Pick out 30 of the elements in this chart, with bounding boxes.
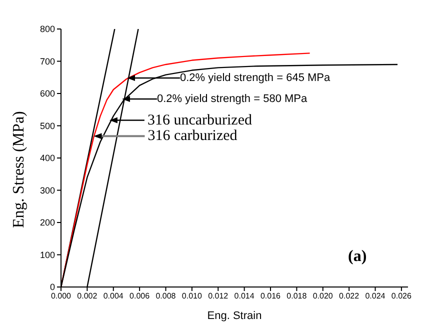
x-tick-label: 0.020 xyxy=(312,292,334,301)
y-tick-label: 200 xyxy=(40,218,55,228)
x-tick-label: 0.008 xyxy=(156,292,176,301)
y-tick-label: 100 xyxy=(40,250,55,260)
y-tick-label: 500 xyxy=(40,120,55,131)
x-tick-label: 0.024 xyxy=(365,292,386,301)
y-tick-label: 300 xyxy=(40,185,55,196)
x-tick-label: 0.014 xyxy=(234,292,255,301)
x-tick-label: 0.006 xyxy=(130,292,150,301)
annotation: 316 carburized xyxy=(148,128,238,144)
x-axis-title: Eng. Strain xyxy=(207,310,262,322)
y-tick-label: 0 xyxy=(50,282,55,292)
x-tick-label: 0.010 xyxy=(182,292,202,301)
x-tick-label: 0.002 xyxy=(77,292,98,301)
annotation: 0.2% yield strength = 645 MPa xyxy=(180,72,331,84)
annotation: 0.2% yield strength = 580 MPa xyxy=(157,93,308,105)
y-tick-label: 700 xyxy=(40,56,55,66)
x-tick-label: 0.026 xyxy=(391,292,412,301)
y-tick-label: 600 xyxy=(40,88,55,99)
x-tick-label: 0.018 xyxy=(286,292,308,301)
x-tick-label: 0.000 xyxy=(50,292,72,301)
y-tick-label: 800 xyxy=(40,24,55,34)
annotation: (a) xyxy=(348,248,367,266)
x-tick-label: 0.016 xyxy=(260,292,282,301)
x-tick-label: 0.022 xyxy=(339,292,360,301)
y-tick-label: 400 xyxy=(40,153,55,164)
x-tick-label: 0.012 xyxy=(208,292,229,301)
annotation: 316 uncarburized xyxy=(147,112,252,128)
y-axis-title: Eng. Stress (MPa) xyxy=(10,111,28,228)
x-tick-label: 0.004 xyxy=(103,292,124,301)
